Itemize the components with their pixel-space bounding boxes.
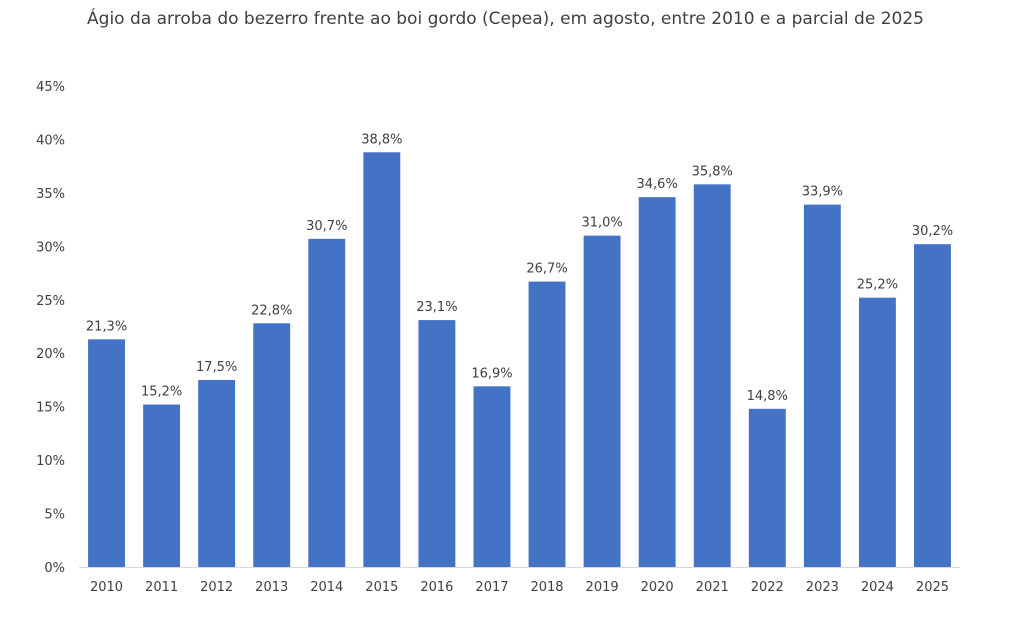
bar-2010 [88,339,125,567]
bar-2022 [748,408,786,567]
data-label-2025: 30,2% [912,224,953,239]
y-tick-label: 20% [36,347,65,362]
y-tick-label: 5% [44,508,65,523]
bar-2021 [693,184,731,568]
data-label-2010: 21,3% [86,319,127,334]
bars-group [88,152,951,568]
bar-2020 [638,197,676,568]
x-tick-label-2025: 2025 [916,580,949,595]
bar-2025 [914,244,951,567]
x-tick-label-2022: 2022 [751,580,784,595]
x-tick-label-2014: 2014 [310,580,343,595]
bar-2014 [308,238,346,567]
x-tick-label-2016: 2016 [420,580,453,595]
data-label-2020: 34,6% [637,177,678,192]
x-axis: 2010 2011 2012 2013 2014 2015 2016 2017 2018 2019… [90,580,949,595]
y-tick-label: 0% [44,561,65,576]
y-tick-label: 10% [36,454,65,469]
x-tick-label-2020: 2020 [641,580,674,595]
data-label-2024: 25,2% [857,278,898,293]
bar-2012 [198,379,236,567]
y-tick-label: 30% [36,240,65,255]
bar-2023 [803,204,841,567]
data-label-2012: 17,5% [196,360,237,375]
data-label-2018: 26,7% [526,262,567,277]
data-label-2013: 22,8% [251,303,292,318]
y-tick-label: 15% [36,401,65,416]
x-tick-label-2011: 2011 [145,580,178,595]
x-tick-label-2012: 2012 [200,580,233,595]
bar-2017 [473,386,511,567]
bar-2019 [583,235,621,567]
data-labels-group: 21,3% 15,2% 17,5% 22,8% 30,7% 38,8% 23,1% 16,9%… [86,132,953,404]
data-label-2015: 38,8% [361,132,402,147]
y-tick-label: 35% [36,187,65,202]
data-label-2011: 15,2% [141,385,182,400]
chart-title: Ágio da arroba do bezerro frente ao boi … [87,9,924,29]
bar-2015 [363,152,401,567]
x-tick-label-2017: 2017 [475,580,508,595]
data-label-2023: 33,9% [802,185,843,200]
bar-2011 [143,404,181,567]
x-tick-label-2015: 2015 [365,580,398,595]
x-tick-label-2018: 2018 [530,580,563,595]
x-tick-label-2019: 2019 [586,580,619,595]
data-label-2022: 14,8% [747,389,788,404]
x-tick-label-2024: 2024 [861,580,894,595]
bar-2018 [528,281,566,567]
y-tick-label: 45% [36,80,65,95]
x-tick-label-2010: 2010 [90,580,123,595]
y-tick-label: 25% [36,294,65,309]
y-axis: 0% 5% 10% 15% 20% 25% 30% 35% 40% 45% [36,80,65,576]
bar-2013 [253,323,291,567]
data-label-2021: 35,8% [692,164,733,179]
x-tick-label-2021: 2021 [696,580,729,595]
x-tick-label-2013: 2013 [255,580,288,595]
y-tick-label: 40% [36,133,65,148]
bar-2016 [418,320,456,567]
x-tick-label-2023: 2023 [806,580,839,595]
data-label-2016: 23,1% [416,300,457,315]
bar-2024 [858,297,896,567]
data-label-2019: 31,0% [581,216,622,231]
data-label-2014: 30,7% [306,219,347,234]
data-label-2017: 16,9% [471,366,512,381]
